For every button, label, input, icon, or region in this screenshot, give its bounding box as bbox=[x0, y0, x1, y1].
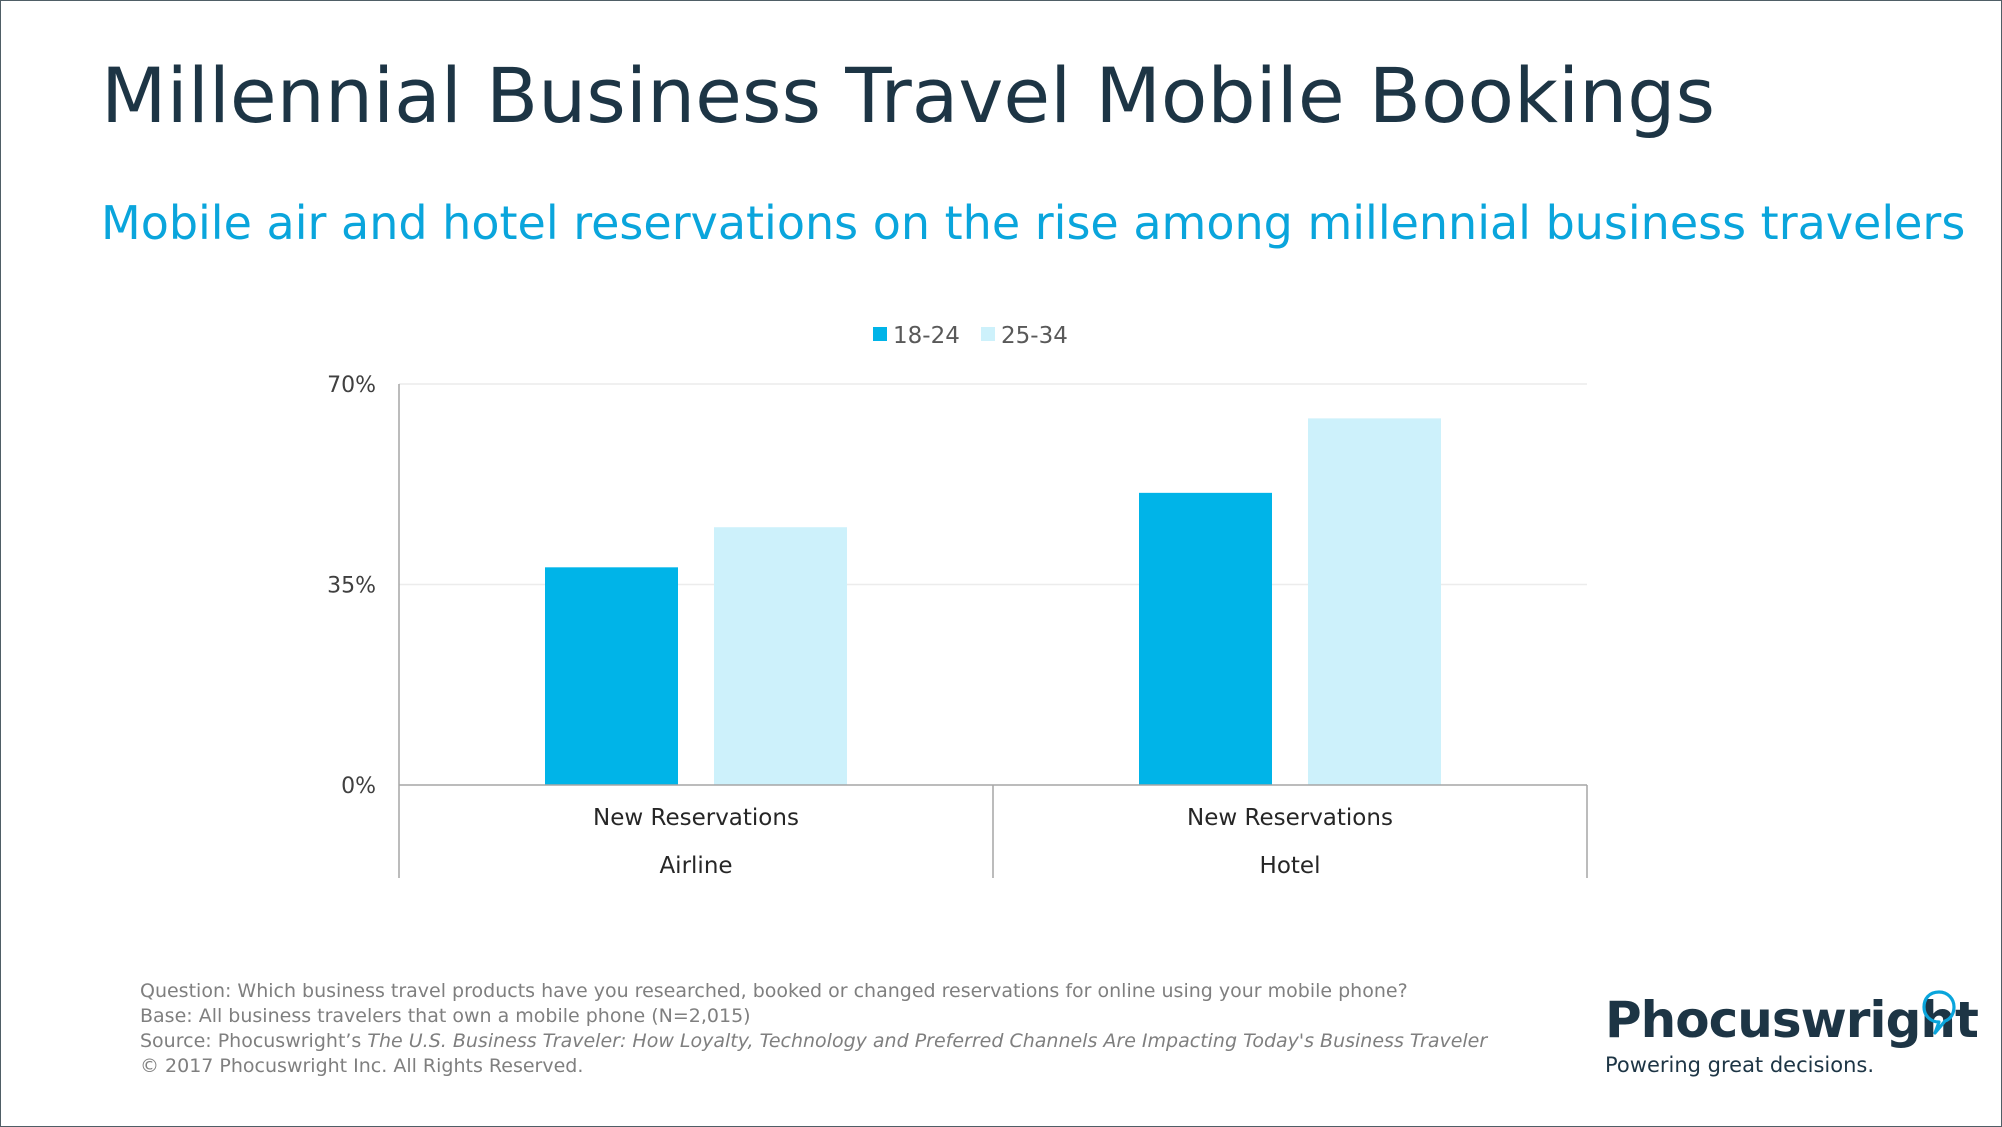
bar-25-34-airline bbox=[714, 527, 847, 785]
x-category-label: New Reservations bbox=[1187, 805, 1393, 831]
x-category-label: New Reservations bbox=[593, 805, 799, 831]
page-title: Millennial Business Travel Mobile Bookin… bbox=[101, 51, 1716, 140]
speech-bubble-icon bbox=[1922, 990, 1956, 1035]
brand-logo: Phocuswright Powering great decisions. bbox=[1605, 990, 1979, 1077]
footnote-source-title: The U.S. Business Traveler: How Loyalty,… bbox=[367, 1030, 1488, 1052]
y-tick-label: 0% bbox=[341, 774, 376, 799]
y-tick-label: 70% bbox=[327, 373, 376, 398]
footnote-copyright: © 2017 Phocuswright Inc. All Rights Rese… bbox=[140, 1055, 584, 1077]
legend-swatch bbox=[981, 327, 995, 341]
logo-tagline: Powering great decisions. bbox=[1605, 1053, 1875, 1077]
legend-label: 25-34 bbox=[1001, 323, 1068, 349]
footnote-source-prefix: Source: Phocuswright’s bbox=[140, 1030, 368, 1052]
bar-18-24-hotel bbox=[1139, 492, 1272, 785]
bar-18-24-airline bbox=[545, 567, 678, 785]
footnote-question: Question: Which business travel products… bbox=[140, 980, 1408, 1002]
footnote-base: Base: All business travelers that own a … bbox=[140, 1005, 751, 1027]
x-group-label: Airline bbox=[659, 853, 732, 879]
legend-swatch bbox=[873, 327, 887, 341]
legend-label: 18-24 bbox=[893, 323, 960, 349]
bar-25-34-hotel bbox=[1308, 418, 1441, 785]
page-subtitle: Mobile air and hotel reservations on the… bbox=[101, 196, 1966, 250]
bar-chart: 70% 35% 0% New Reservations Airline New Reser… bbox=[327, 323, 1588, 879]
logo-wordmark: Phocuswright bbox=[1605, 991, 1979, 1049]
footnotes: Question: Which business travel products… bbox=[140, 979, 1487, 1079]
y-tick-label: 35% bbox=[327, 574, 376, 599]
footnote-source: Source: Phocuswright’s The U.S. Business… bbox=[140, 1029, 1487, 1054]
x-group-label: Hotel bbox=[1260, 853, 1321, 879]
